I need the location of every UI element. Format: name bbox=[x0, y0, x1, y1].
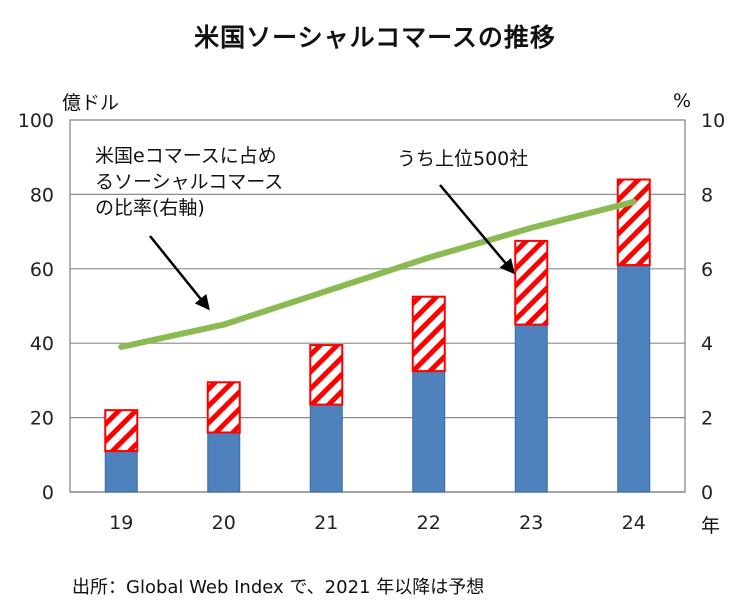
ratio-line-group bbox=[118, 198, 637, 350]
bar-top500 bbox=[207, 431, 241, 493]
annotation-share-ratio: 米国eコマースに占め るソーシャルコマース の比率(右軸) bbox=[95, 145, 284, 219]
y2-tick-label: 0 bbox=[701, 482, 713, 504]
y-tick-label: 100 bbox=[18, 110, 54, 132]
y2-tick-label: 8 bbox=[701, 184, 713, 206]
y2-tick-label: 2 bbox=[701, 408, 713, 430]
bar-other bbox=[616, 178, 651, 267]
y-tick-label: 40 bbox=[30, 333, 54, 355]
bar-other bbox=[309, 344, 344, 406]
bar-top500 bbox=[104, 450, 138, 493]
source-note: 出所：Global Web Index で、2021 年以降は予想 bbox=[72, 577, 485, 598]
x-tick-label: 20 bbox=[212, 512, 236, 534]
annotation-top500: うち上位500社 bbox=[397, 148, 529, 170]
ratio-line bbox=[118, 198, 637, 350]
bar-other bbox=[104, 409, 139, 453]
y-tick-label: 60 bbox=[30, 259, 54, 281]
x-tick-label: 19 bbox=[109, 512, 133, 534]
x-tick-label: 24 bbox=[622, 512, 646, 534]
bar-top500 bbox=[514, 324, 548, 493]
bar-other bbox=[411, 295, 446, 373]
plot-frame bbox=[69, 119, 686, 493]
y2-tick-label: 4 bbox=[701, 333, 713, 355]
y2-tick-label: 6 bbox=[701, 259, 713, 281]
arrow-top500 bbox=[439, 184, 515, 275]
right-axis-unit: % bbox=[673, 90, 692, 112]
y-tick-label: 20 bbox=[30, 408, 54, 430]
y-tick-label: 80 bbox=[30, 184, 54, 206]
plot-border bbox=[69, 119, 686, 493]
y-tick-label: 0 bbox=[42, 482, 54, 504]
bars-group bbox=[104, 178, 651, 493]
bar-top500 bbox=[309, 404, 343, 493]
bar-top500 bbox=[412, 370, 446, 493]
x-tick-label: 23 bbox=[519, 512, 543, 534]
bar-other bbox=[206, 381, 241, 434]
y2-tick-label: 10 bbox=[701, 110, 725, 132]
arrow-share-ratio bbox=[149, 235, 210, 311]
x-tick-label: 22 bbox=[417, 512, 441, 534]
gridlines bbox=[70, 193, 685, 419]
chart-title: 米国ソーシャルコマースの推移 bbox=[194, 23, 556, 52]
x-axis-unit: 年 bbox=[701, 515, 721, 537]
x-tick-label: 21 bbox=[314, 512, 338, 534]
bar-top500 bbox=[617, 264, 651, 493]
left-axis-unit: 億ドル bbox=[62, 92, 120, 114]
bar-other bbox=[514, 239, 549, 326]
